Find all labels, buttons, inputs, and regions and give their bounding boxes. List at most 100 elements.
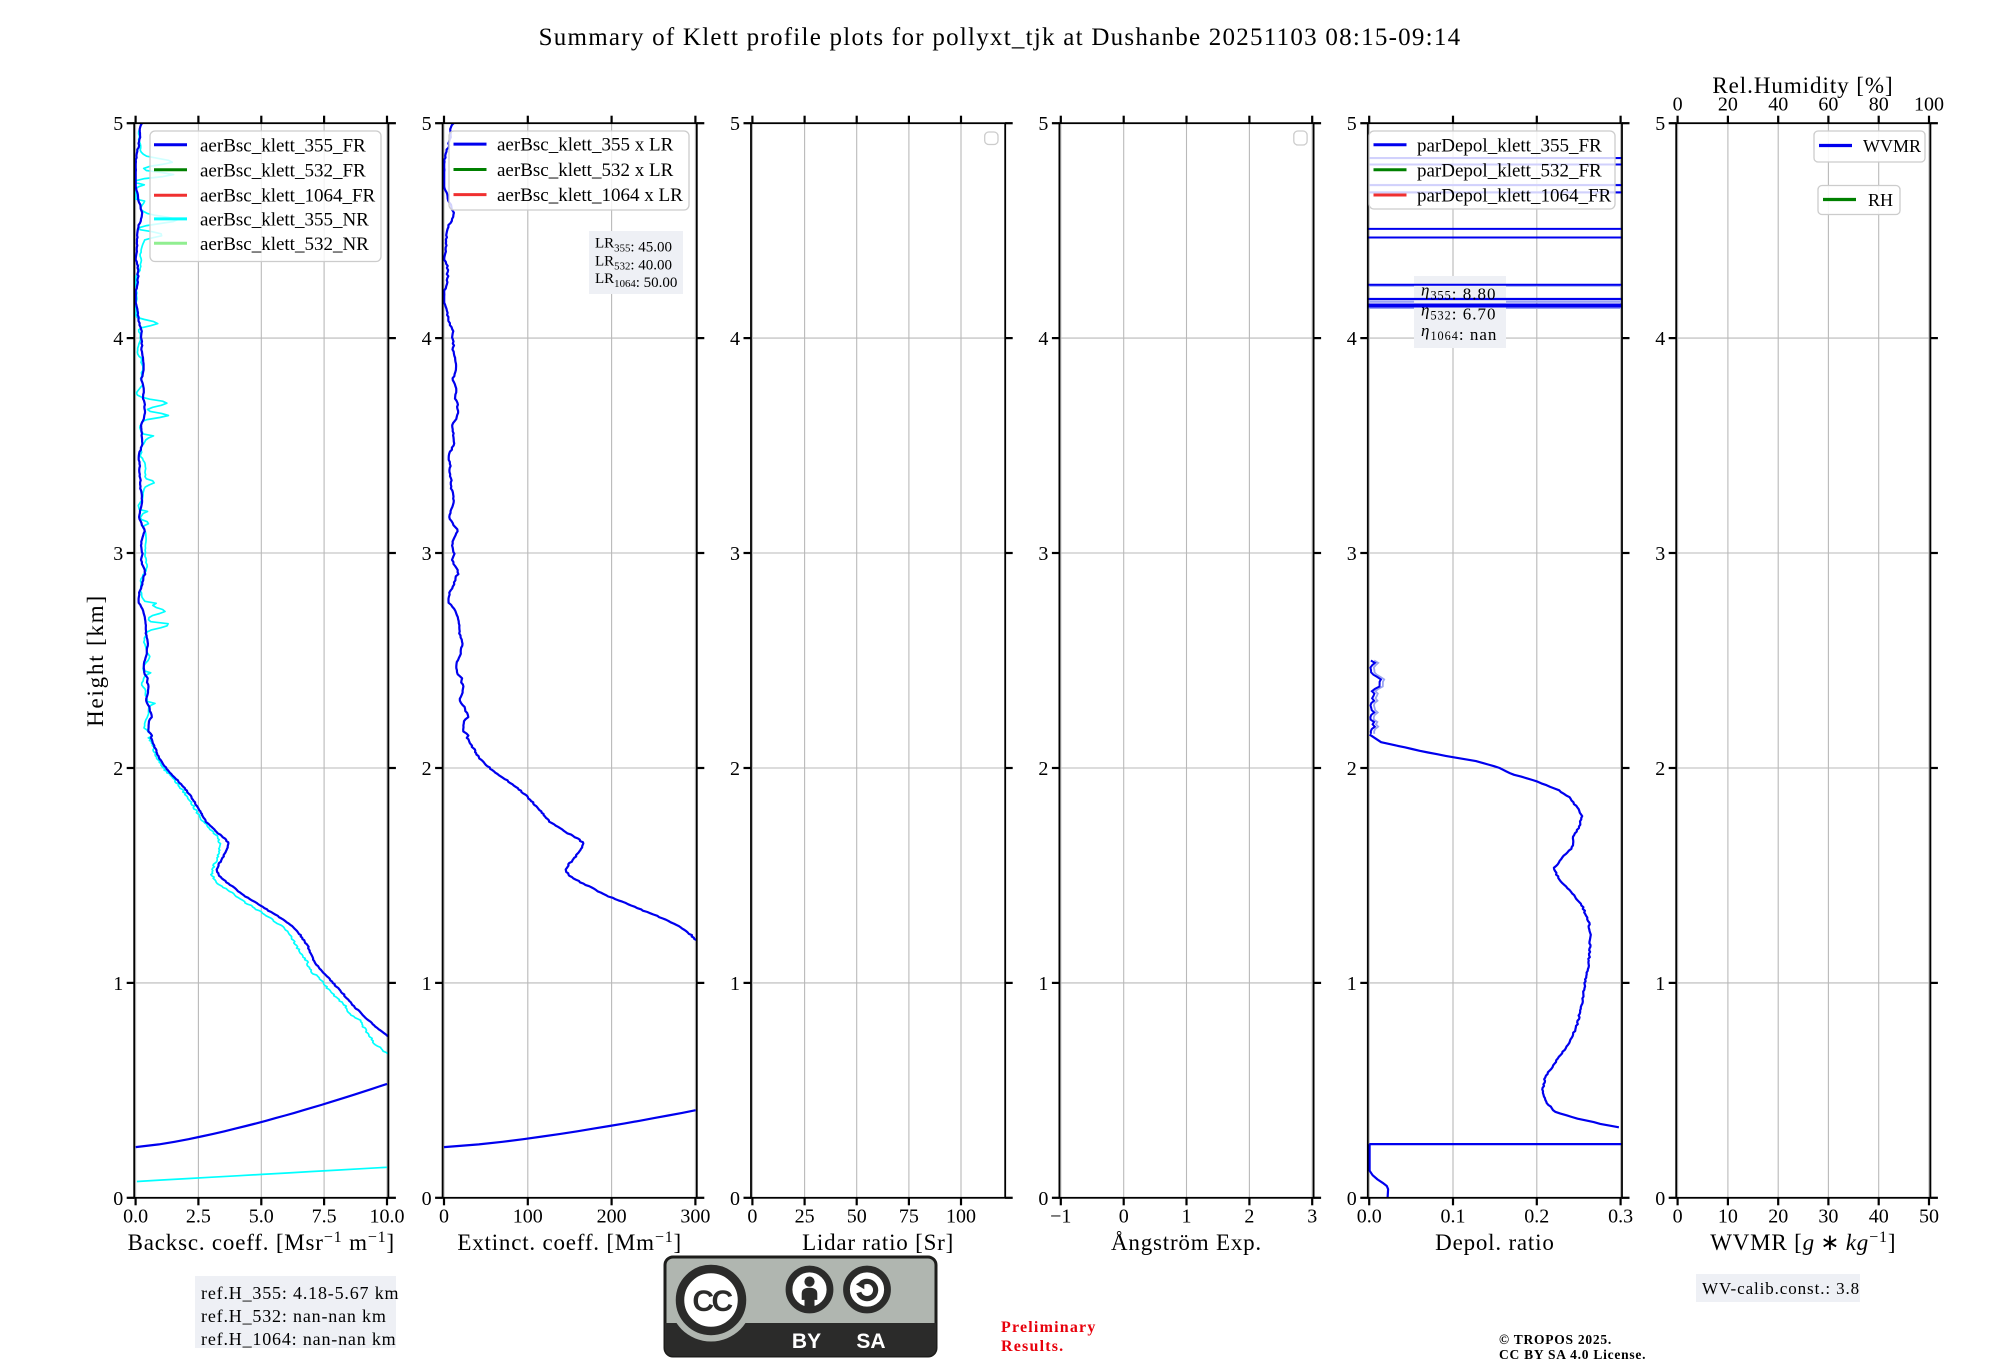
svg-text:3: 3 <box>113 543 123 565</box>
svg-text:Backsc. coeff. [Msr−1 m−1]: Backsc. coeff. [Msr−1 m−1] <box>128 1229 395 1255</box>
svg-text:200: 200 <box>597 1206 627 1228</box>
svg-text:100: 100 <box>1914 94 1944 116</box>
svg-text:−1: −1 <box>1050 1206 1071 1228</box>
svg-text:2: 2 <box>113 758 123 780</box>
svg-text:aerBsc_klett_532 x LR: aerBsc_klett_532 x LR <box>497 160 674 181</box>
svg-text:3: 3 <box>1038 543 1048 565</box>
svg-text:3: 3 <box>422 543 432 565</box>
svg-text:20: 20 <box>1768 1206 1788 1228</box>
svg-text:4: 4 <box>730 328 740 350</box>
svg-text:2: 2 <box>1655 758 1665 780</box>
svg-text:SA: SA <box>856 1330 885 1353</box>
svg-text:aerBsc_klett_355_FR: aerBsc_klett_355_FR <box>200 135 366 156</box>
svg-text:Depol. ratio: Depol. ratio <box>1435 1230 1554 1255</box>
svg-text:300: 300 <box>680 1206 710 1228</box>
svg-text:4: 4 <box>422 328 432 350</box>
svg-text:3: 3 <box>730 543 740 565</box>
svg-text:3: 3 <box>1655 543 1665 565</box>
svg-text:2: 2 <box>422 758 432 780</box>
svg-text:100: 100 <box>513 1206 543 1228</box>
svg-text:60: 60 <box>1818 94 1838 116</box>
svg-text:0: 0 <box>730 1188 740 1210</box>
svg-text:aerBsc_klett_532_FR: aerBsc_klett_532_FR <box>200 160 366 181</box>
svg-text:1: 1 <box>1182 1206 1192 1228</box>
svg-text:0.0: 0.0 <box>123 1206 148 1228</box>
svg-text:0.3: 0.3 <box>1608 1206 1633 1228</box>
svg-text:aerBsc_klett_532_NR: aerBsc_klett_532_NR <box>200 234 369 255</box>
svg-text:2: 2 <box>1347 758 1357 780</box>
svg-text:Height [km]: Height [km] <box>83 594 108 727</box>
svg-text:0: 0 <box>439 1206 449 1228</box>
svg-text:5: 5 <box>1655 113 1665 135</box>
svg-text:CC BY SA 4.0 License.: CC BY SA 4.0 License. <box>1499 1347 1646 1360</box>
svg-text:Lidar ratio [Sr]: Lidar ratio [Sr] <box>802 1230 954 1255</box>
svg-text:parDepol_klett_1064_FR: parDepol_klett_1064_FR <box>1417 186 1612 207</box>
svg-text:2: 2 <box>1244 1206 1254 1228</box>
svg-text:0.1: 0.1 <box>1441 1206 1466 1228</box>
svg-text:Extinct. coeff. [Mm−1]: Extinct. coeff. [Mm−1] <box>457 1229 682 1255</box>
svg-text:parDepol_klett_355_FR: parDepol_klett_355_FR <box>1417 135 1602 156</box>
svg-text:aerBsc_klett_355 x LR: aerBsc_klett_355 x LR <box>497 135 674 156</box>
svg-text:40: 40 <box>1768 94 1788 116</box>
svg-text:aerBsc_klett_355_NR: aerBsc_klett_355_NR <box>200 209 369 230</box>
svg-text:Results.: Results. <box>1001 1338 1064 1355</box>
svg-text:BY: BY <box>792 1330 821 1353</box>
svg-text:2: 2 <box>1038 758 1048 780</box>
svg-text:4: 4 <box>1655 328 1665 350</box>
svg-text:5: 5 <box>730 113 740 135</box>
svg-text:20: 20 <box>1718 94 1738 116</box>
svg-text:Preliminary: Preliminary <box>1001 1319 1097 1336</box>
svg-text:0.2: 0.2 <box>1524 1206 1549 1228</box>
svg-text:1: 1 <box>730 973 740 995</box>
svg-text:2.5: 2.5 <box>186 1206 211 1228</box>
svg-text:WV-calib.const.: 3.8: WV-calib.const.: 3.8 <box>1702 1279 1860 1298</box>
svg-text:parDepol_klett_532_FR: parDepol_klett_532_FR <box>1417 160 1602 181</box>
svg-text:1: 1 <box>113 973 123 995</box>
svg-text:aerBsc_klett_1064 x LR: aerBsc_klett_1064 x LR <box>497 185 683 206</box>
svg-text:4: 4 <box>113 328 123 350</box>
svg-text:Rel.Humidity [%]: Rel.Humidity [%] <box>1712 73 1893 98</box>
svg-text:5: 5 <box>422 113 432 135</box>
svg-text:WVMR [g ∗ kg−1]: WVMR [g ∗ kg−1] <box>1710 1229 1896 1255</box>
svg-text:1: 1 <box>422 973 432 995</box>
svg-text:aerBsc_klett_1064_FR: aerBsc_klett_1064_FR <box>200 186 376 207</box>
svg-text:50: 50 <box>1919 1206 1939 1228</box>
svg-text:0: 0 <box>422 1188 432 1210</box>
svg-text:2: 2 <box>730 758 740 780</box>
svg-text:CC: CC <box>692 1285 732 1318</box>
svg-text:1: 1 <box>1347 973 1357 995</box>
svg-text:80: 80 <box>1869 94 1889 116</box>
svg-text:5: 5 <box>113 113 123 135</box>
svg-text:ref.H_355: 4.18-5.67 km: ref.H_355: 4.18-5.67 km <box>201 1283 399 1303</box>
svg-text:3: 3 <box>1307 1206 1317 1228</box>
svg-text:0: 0 <box>1347 1188 1357 1210</box>
svg-text:0: 0 <box>1655 1188 1665 1210</box>
svg-text:40: 40 <box>1869 1206 1889 1228</box>
svg-text:0.0: 0.0 <box>1357 1206 1382 1228</box>
svg-text:1: 1 <box>1038 973 1048 995</box>
svg-text:0: 0 <box>1119 1206 1129 1228</box>
svg-text:25: 25 <box>795 1206 815 1228</box>
svg-text:10: 10 <box>1718 1206 1738 1228</box>
svg-text:5: 5 <box>1347 113 1357 135</box>
svg-text:30: 30 <box>1818 1206 1838 1228</box>
svg-text:75: 75 <box>899 1206 919 1228</box>
svg-text:Summary of Klett profile plots: Summary of Klett profile plots for polly… <box>539 24 1462 51</box>
svg-text:ref.H_1064: nan-nan km: ref.H_1064: nan-nan km <box>201 1329 397 1349</box>
svg-text:7.5: 7.5 <box>312 1206 337 1228</box>
svg-text:0: 0 <box>747 1206 757 1228</box>
svg-text:0: 0 <box>113 1188 123 1210</box>
svg-text:RH: RH <box>1868 190 1893 210</box>
svg-text:100: 100 <box>946 1206 976 1228</box>
svg-text:0: 0 <box>1673 94 1683 116</box>
svg-text:50: 50 <box>847 1206 867 1228</box>
svg-text:0: 0 <box>1673 1206 1683 1228</box>
svg-text:0: 0 <box>1038 1188 1048 1210</box>
svg-text:© TROPOS 2025.: © TROPOS 2025. <box>1499 1332 1612 1347</box>
svg-text:3: 3 <box>1347 543 1357 565</box>
svg-text:WVMR: WVMR <box>1863 136 1921 156</box>
svg-text:5.0: 5.0 <box>249 1206 274 1228</box>
svg-text:10.0: 10.0 <box>370 1206 405 1228</box>
svg-text:4: 4 <box>1038 328 1048 350</box>
svg-text:4: 4 <box>1347 328 1357 350</box>
